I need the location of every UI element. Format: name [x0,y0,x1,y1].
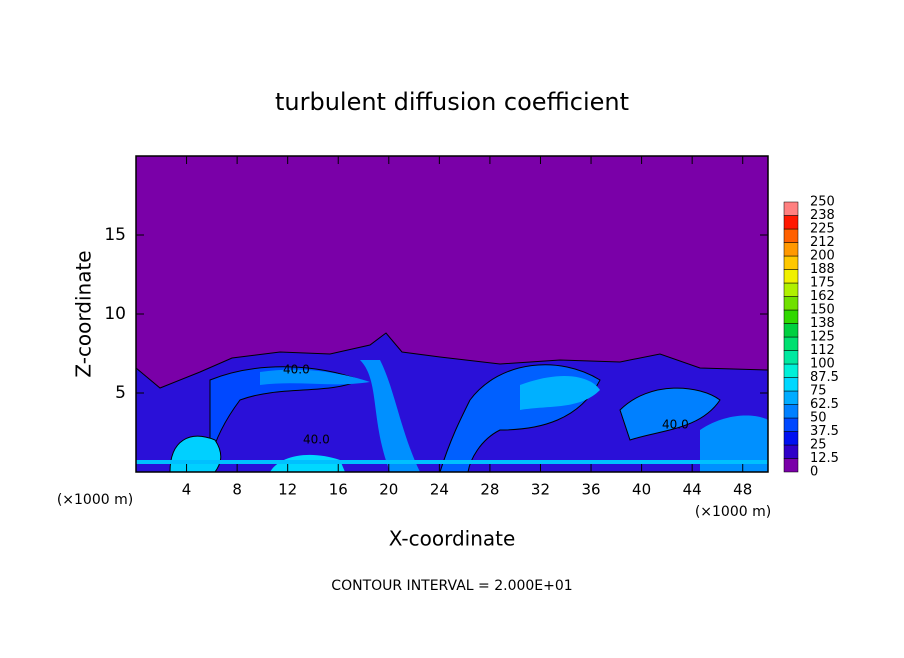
colorbar-bin [783,377,799,392]
colorbar-bin [783,215,799,230]
colorbar-label: 125 [810,330,835,345]
contour-field [136,156,768,472]
y-tick-label: 10 [104,304,126,324]
colorbar-label: 162 [810,289,835,304]
x-tick-label: 12 [278,481,297,499]
field-region [700,415,768,472]
x-tick-label: 8 [232,481,242,499]
colorbar-label: 50 [810,411,827,426]
field-region [360,360,420,472]
colorbar-bin [783,255,799,270]
colorbar-bin [783,269,799,284]
colorbar-label: 62.5 [810,397,839,412]
x-unit-label: (×1000 m) [57,492,133,508]
colorbar-bin [783,309,799,324]
x-tick-label: 32 [531,481,550,499]
y-tick-label: 5 [115,383,126,403]
colorbar-bin [783,242,799,257]
x-tick-label: 20 [379,481,398,499]
x-tick-label: 24 [430,481,449,499]
colorbar-label: 25 [810,438,827,453]
annotation: CONTOUR INTERVAL = 2.000E+01 [331,578,572,594]
colorbar-bin [783,390,799,405]
colorbar-bin [783,282,799,297]
colorbar-label: 112 [810,343,835,358]
colorbar-label: 87.5 [810,370,839,385]
colorbar-label: 175 [810,276,835,291]
x-tick-label: 40 [632,481,651,499]
x-tick-label: 28 [480,481,499,499]
colorbar-bin [783,444,799,459]
contour-label: 40.0 [662,418,689,432]
colorbar-bin [783,363,799,378]
colorbar-label: 0 [810,465,818,480]
colorbar-bin [783,404,799,419]
colorbar-label: 150 [810,303,835,318]
colorbar-bin [783,417,799,432]
colorbar-label: 238 [810,208,835,223]
x-tick-label: 4 [182,481,192,499]
chart-title: turbulent diffusion coefficient [275,88,629,116]
colorbar-label: 12.5 [810,451,839,466]
x-unit-label: (×1000 m) [695,504,771,520]
colorbar-bin [783,228,799,243]
x-axis-label: X-coordinate [389,527,516,551]
contour-label: 40.0 [283,363,310,377]
colorbar-bin [783,350,799,365]
contour-label: 40.0 [303,433,330,447]
colorbar-bin [783,431,799,446]
colorbar-label: 138 [810,316,835,331]
colorbar-label: 37.5 [810,424,839,439]
colorbar-label: 100 [810,357,835,372]
x-tick-label: 48 [733,481,752,499]
field-region [520,375,600,410]
colorbar-bin [783,201,799,216]
colorbar-label: 225 [810,222,835,237]
colorbar-bin [783,458,799,473]
field-region [619,387,721,441]
colorbar-bin [783,323,799,338]
colorbar-label: 75 [810,384,827,399]
colorbar-bin [783,296,799,311]
colorbar-label: 200 [810,249,835,264]
y-axis-label: Z-coordinate [72,250,96,377]
x-tick-label: 16 [329,481,348,499]
field-region [209,366,362,461]
x-tick-label: 36 [581,481,600,499]
colorbar-bin [783,336,799,351]
y-tick-label: 15 [104,225,126,245]
field-region [260,369,370,385]
colorbar-label: 212 [810,235,835,250]
colorbar-label: 250 [810,195,835,210]
x-tick-label: 44 [683,481,702,499]
colorbar-label: 188 [810,262,835,277]
